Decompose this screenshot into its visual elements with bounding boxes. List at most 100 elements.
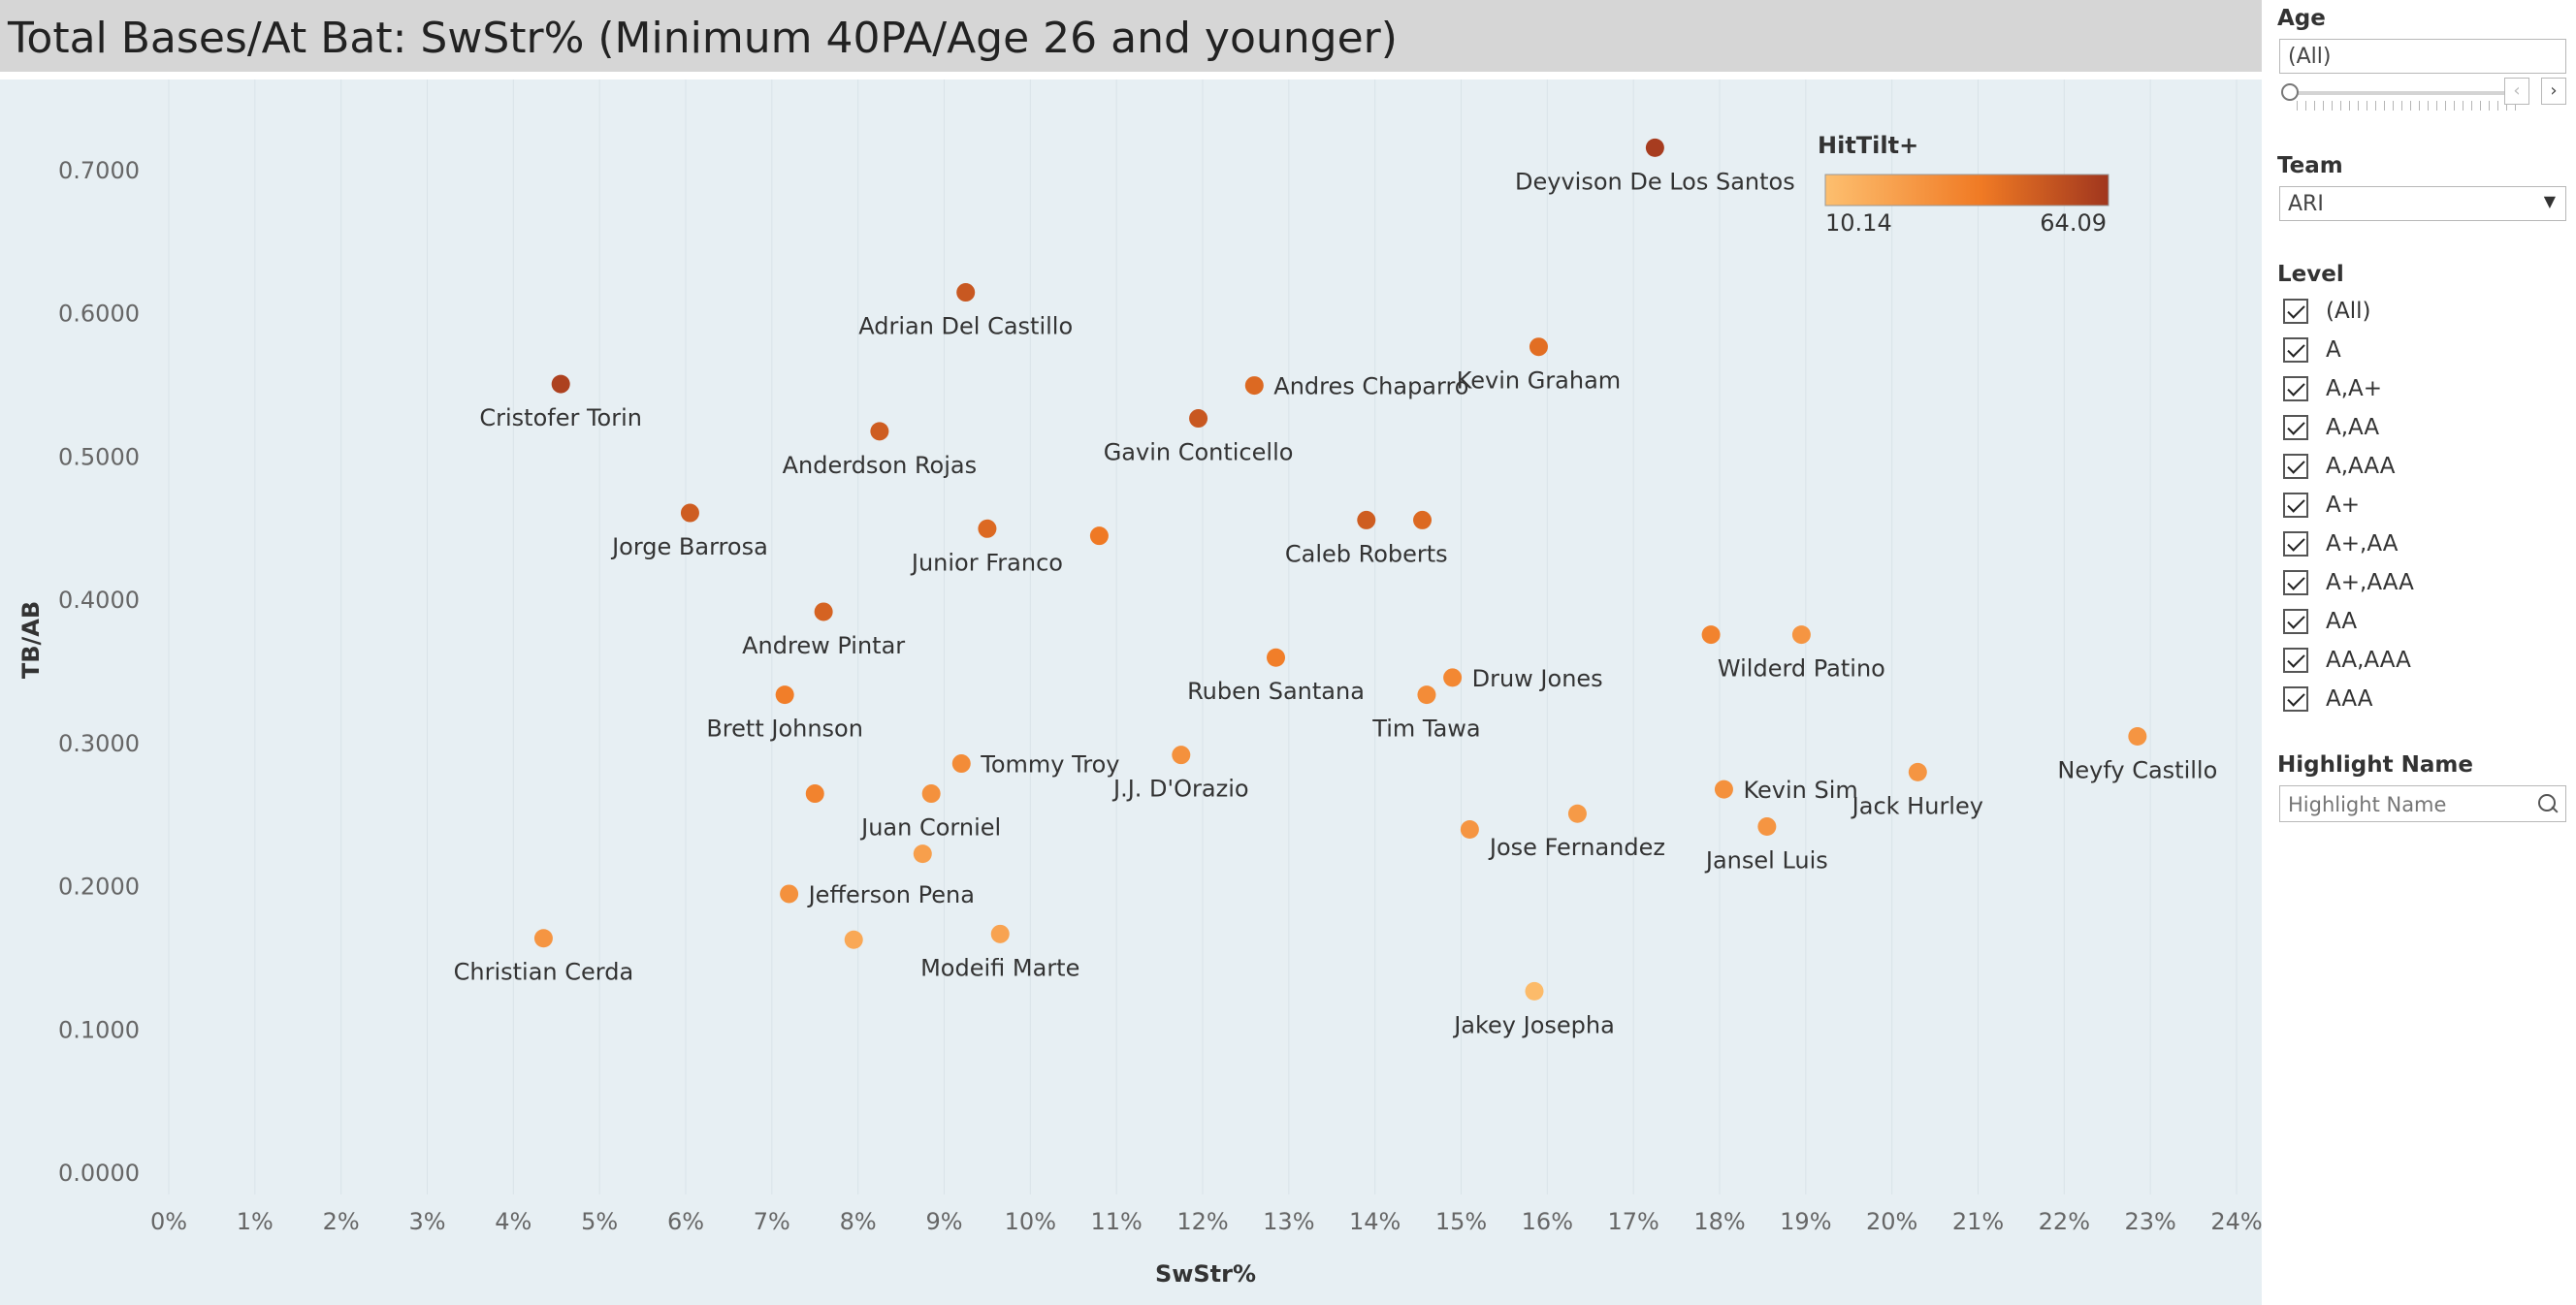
x-tick-label: 20% [1866, 1208, 1917, 1235]
data-point [844, 930, 863, 949]
level-option-label: A+,AA [2326, 531, 2399, 557]
point-label: Druw Jones [1472, 665, 1603, 692]
x-tick-label: 4% [495, 1208, 531, 1235]
point-label: Jakey Josepha [1452, 1011, 1615, 1038]
x-tick-label: 18% [1693, 1208, 1745, 1235]
x-tick-label: 23% [2124, 1208, 2175, 1235]
x-tick-label: 22% [2039, 1208, 2090, 1235]
x-tick-label: 10% [1005, 1208, 1056, 1235]
team-select-value: ARI [2288, 192, 2324, 216]
legend-min-label: 10.14 [1825, 209, 1892, 237]
data-point [1567, 804, 1587, 823]
title-bar: Total Bases/At Bat: SwStr% (Minimum 40PA… [0, 0, 2262, 78]
point-label: Jansel Luis [1704, 847, 1828, 875]
y-tick-label: 0.3000 [58, 730, 140, 757]
filter-panel: Age (All) ‹ › Team ARI ▼ Level (All) A A,A… [2262, 0, 2576, 1305]
checkbox-checked-icon[interactable] [2283, 609, 2308, 634]
data-point [805, 784, 824, 804]
y-tick-label: 0.2000 [58, 874, 140, 901]
checkbox-checked-icon[interactable] [2283, 493, 2308, 518]
data-point [990, 924, 1010, 943]
x-tick-label: 21% [1952, 1208, 2004, 1235]
level-option-label: AA [2326, 609, 2358, 634]
age-select[interactable]: (All) [2279, 39, 2566, 74]
legend-title: HitTilt+ [1818, 132, 1918, 159]
point-label: Brett Johnson [706, 716, 863, 743]
age-slider-track[interactable] [2291, 91, 2524, 95]
point-label: Gavin Conticello [1104, 439, 1294, 466]
chevron-down-icon: ▼ [2543, 192, 2556, 210]
level-option[interactable]: A+,AA [2283, 527, 2564, 562]
level-option-label: A+,AAA [2326, 570, 2414, 595]
point-label: Caleb Roberts [1285, 540, 1448, 567]
level-option[interactable]: AA,AAA [2283, 644, 2564, 679]
data-point [1089, 526, 1109, 546]
x-tick-label: 3% [408, 1208, 445, 1235]
x-tick-label: 17% [1607, 1208, 1658, 1235]
next-icon[interactable]: › [2541, 78, 2566, 105]
point-label: Christian Cerda [454, 959, 634, 986]
point-label: Tim Tawa [1371, 716, 1480, 743]
checkbox-checked-icon[interactable] [2283, 531, 2308, 557]
level-filter-title: Level [2277, 262, 2344, 287]
checkbox-checked-icon[interactable] [2283, 415, 2308, 440]
data-point [978, 519, 997, 538]
grid-lines [168, 80, 2238, 1194]
level-option[interactable]: A [2283, 334, 2564, 368]
x-tick-label: 5% [581, 1208, 618, 1235]
highlight-name-box [2279, 785, 2566, 822]
data-point [956, 283, 976, 302]
checkbox-checked-icon[interactable] [2283, 337, 2308, 363]
x-tick-label: 14% [1349, 1208, 1401, 1235]
y-tick-label: 0.1000 [58, 1016, 140, 1043]
level-option-label: AAA [2326, 686, 2373, 712]
data-point [1791, 625, 1811, 645]
y-tick-label: 0.5000 [58, 443, 140, 470]
level-option[interactable]: A+ [2283, 489, 2564, 524]
x-tick-label: 6% [667, 1208, 704, 1235]
x-tick-label: 12% [1176, 1208, 1228, 1235]
previous-icon[interactable]: ‹ [2504, 78, 2529, 105]
level-option[interactable]: A+,AAA [2283, 566, 2564, 601]
data-point [921, 784, 941, 804]
search-icon[interactable] [2538, 794, 2556, 812]
highlight-name-input[interactable] [2286, 790, 2532, 819]
level-option[interactable]: A,AA [2283, 411, 2564, 446]
level-option[interactable]: AAA [2283, 683, 2564, 717]
level-option[interactable]: (All) [2283, 295, 2564, 330]
data-points [533, 138, 2147, 1001]
point-label: Kevin Graham [1457, 367, 1622, 395]
checkbox-checked-icon[interactable] [2283, 648, 2308, 673]
point-label: Junior Franco [910, 549, 1063, 576]
level-option-label: (All) [2326, 299, 2371, 324]
x-tick-label: 1% [237, 1208, 274, 1235]
team-filter-title: Team [2277, 153, 2343, 178]
point-label: Kevin Sim [1743, 777, 1857, 804]
checkbox-checked-icon[interactable] [2283, 570, 2308, 595]
data-point [1413, 510, 1433, 529]
data-point [1714, 780, 1733, 799]
data-point [1757, 817, 1777, 837]
point-label: Jose Fernandez [1488, 834, 1665, 861]
color-legend: HitTilt+ 10.14 64.09 [1818, 132, 2109, 237]
x-tick-label: 13% [1263, 1208, 1314, 1235]
highlight-name-title: Highlight Name [2277, 752, 2473, 778]
x-tick-label: 2% [323, 1208, 360, 1235]
team-select[interactable]: ARI ▼ [2279, 186, 2566, 221]
data-point [1443, 668, 1463, 687]
checkbox-checked-icon[interactable] [2283, 299, 2308, 324]
level-option[interactable]: A,A+ [2283, 372, 2564, 407]
age-slider-handle[interactable] [2281, 83, 2299, 101]
point-label: J.J. D'Orazio [1111, 776, 1249, 803]
data-point [533, 929, 553, 948]
checkbox-checked-icon[interactable] [2283, 686, 2308, 712]
level-option[interactable]: AA [2283, 605, 2564, 640]
x-tick-label: 11% [1090, 1208, 1142, 1235]
x-tick-label: 16% [1522, 1208, 1573, 1235]
data-point [951, 754, 971, 774]
checkbox-checked-icon[interactable] [2283, 454, 2308, 479]
level-option-label: AA,AAA [2326, 648, 2411, 673]
level-option[interactable]: A,AAA [2283, 450, 2564, 485]
point-label: Jorge Barrosa [610, 533, 768, 560]
checkbox-checked-icon[interactable] [2283, 376, 2308, 401]
